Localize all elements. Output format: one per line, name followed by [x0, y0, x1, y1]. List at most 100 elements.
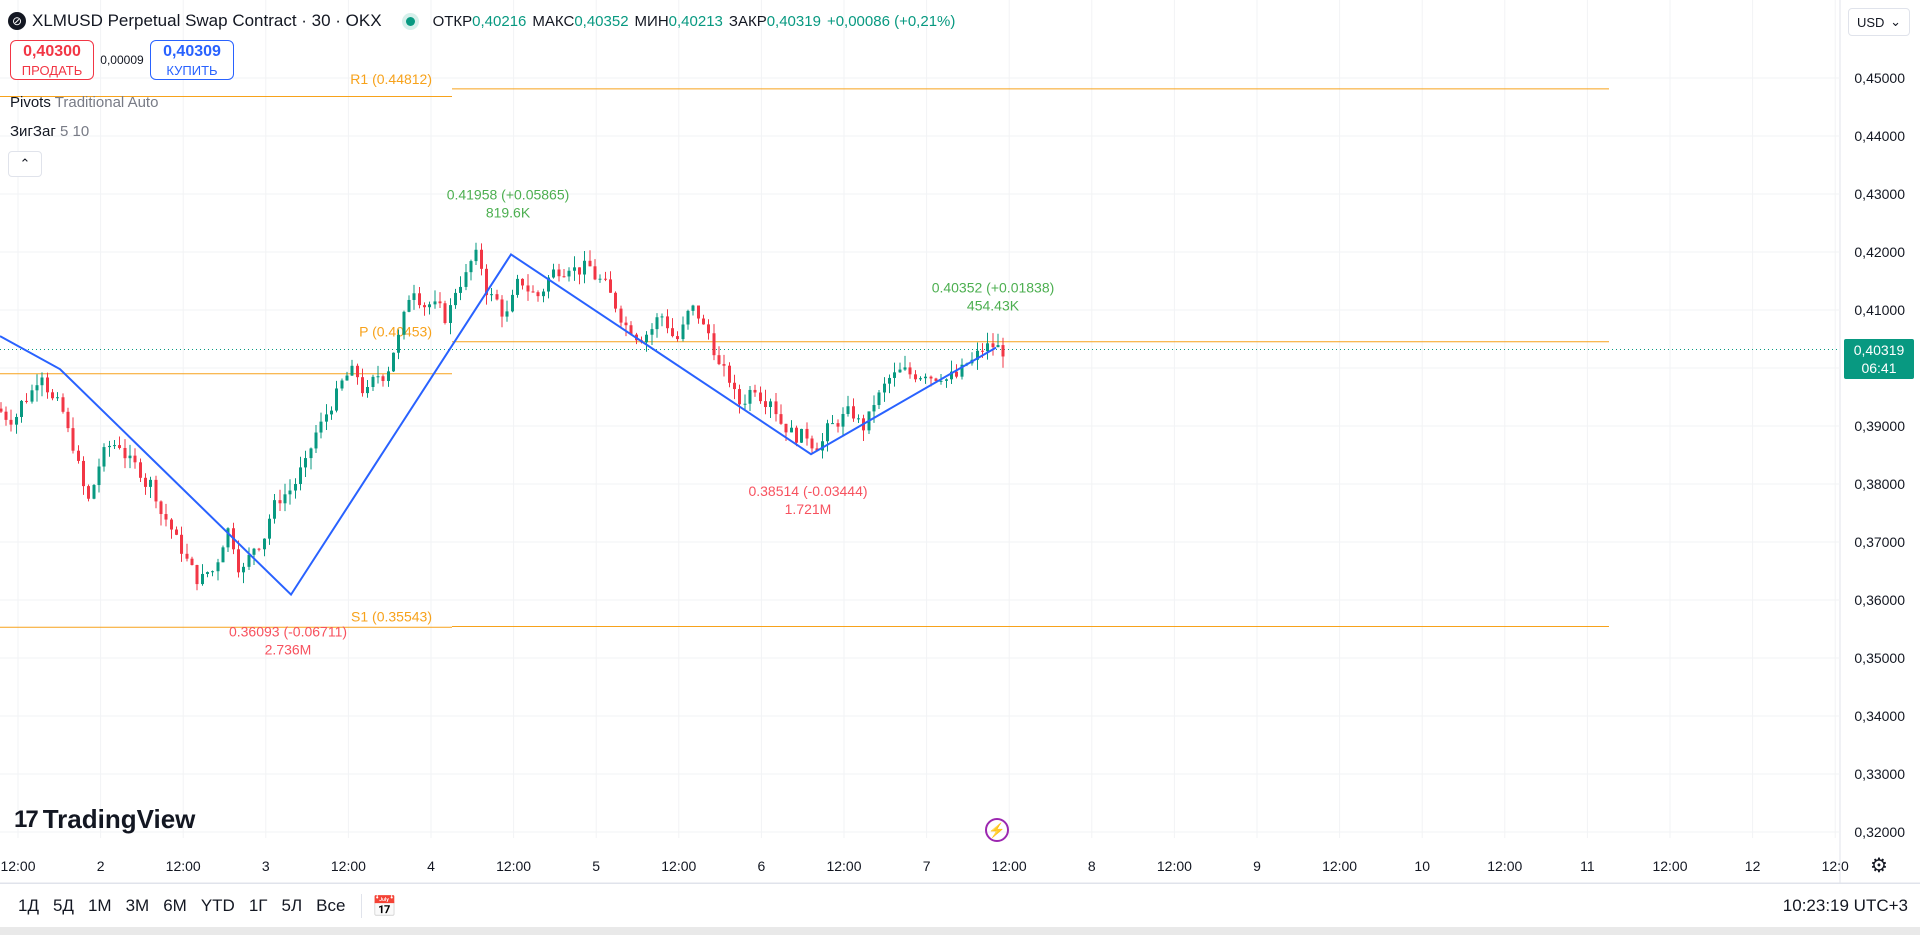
candle-body: [149, 479, 152, 487]
candle-body: [87, 486, 90, 499]
candle-body: [914, 374, 917, 380]
sell-label: ПРОДАТЬ: [21, 62, 83, 78]
candle-body: [268, 518, 271, 539]
zigzag-label-price: 0.40352 (+0.01838): [932, 280, 1055, 296]
range-ytd-button[interactable]: YTD: [200, 896, 235, 915]
candle-body: [666, 316, 669, 329]
range-6m-button[interactable]: 6М: [163, 896, 187, 915]
buy-button[interactable]: 0,40309 КУПИТЬ: [150, 40, 234, 80]
candle-body: [345, 375, 349, 381]
candle-body: [650, 329, 654, 335]
spread-value: 0,00009: [100, 53, 144, 67]
candle-body: [366, 387, 369, 394]
candle-body: [449, 305, 452, 324]
candle-body: [309, 448, 313, 459]
bar-countdown: 06:41: [1861, 360, 1897, 376]
buy-label: КУПИТЬ: [166, 62, 218, 78]
candle-body: [898, 369, 902, 373]
candle-body: [314, 432, 318, 449]
currency-select[interactable]: USD ⌄: [1848, 8, 1910, 36]
x-tick-label: 12:00: [166, 858, 201, 874]
range-5d-button[interactable]: 5Д: [52, 896, 74, 915]
candle-body: [939, 380, 943, 382]
candle-body: [175, 529, 178, 535]
candle-body: [490, 294, 493, 296]
candle-body: [407, 299, 411, 312]
candle-body: [133, 455, 137, 463]
candle-body: [469, 261, 473, 273]
candle-body: [438, 301, 442, 304]
candle-body: [226, 528, 230, 548]
candle-body: [428, 304, 431, 308]
ohlc-change-value: +0,00086 (+0,21%): [826, 12, 956, 30]
range-1y-button[interactable]: 1Г: [248, 896, 268, 915]
candle-body: [779, 414, 783, 424]
zigzag-label-price: 0.36093 (-0.06711): [229, 624, 347, 640]
pivots-params: Traditional Auto: [54, 94, 159, 111]
x-tick-label: 5: [592, 858, 600, 874]
sell-button[interactable]: 0,40300 ПРОДАТЬ: [10, 40, 94, 80]
pivots-legend[interactable]: Pivots Traditional Auto: [10, 94, 158, 111]
candle-body: [738, 389, 741, 405]
candle-body: [71, 428, 75, 451]
range-3m-button[interactable]: 3М: [125, 896, 150, 915]
candle-body: [728, 365, 731, 383]
range-all-button[interactable]: Все: [316, 896, 346, 915]
candle-body: [790, 427, 793, 433]
candle-body: [681, 324, 685, 340]
candle-body: [376, 376, 380, 378]
clock[interactable]: 10:23:19 UTC+3: [1782, 896, 1908, 915]
ohlc-high-value: 0,40352: [574, 12, 629, 30]
candle-body: [609, 279, 612, 293]
candle-body: [485, 268, 488, 296]
candle-body: [397, 334, 400, 353]
x-tick-label: 12:00: [1157, 858, 1192, 874]
candle-body: [955, 371, 958, 377]
collapse-legend-button[interactable]: ⌃: [8, 151, 42, 177]
candle-body: [908, 367, 912, 375]
candle-body: [733, 382, 736, 390]
candle-body: [118, 445, 121, 448]
range-5y-button[interactable]: 5Л: [281, 896, 303, 915]
candle-body: [821, 441, 824, 451]
gear-icon[interactable]: ⚙: [1870, 855, 1888, 877]
y-tick-label: 0,43000: [1854, 186, 1905, 202]
y-tick-label: 0,38000: [1854, 476, 1905, 492]
calendar-goto-icon[interactable]: 📅: [372, 895, 398, 918]
candle-body: [402, 311, 406, 335]
candle-body: [629, 325, 633, 335]
candle-body: [164, 514, 168, 520]
candle-body: [516, 278, 519, 295]
zigzag-label-price: 0.41958 (+0.05865): [447, 186, 570, 202]
lightning-icon[interactable]: ⚡: [985, 818, 1009, 842]
zigzag-legend[interactable]: ЗигЗаг 5 10: [10, 123, 89, 140]
chart-area[interactable]: 0,450000,440000,430000,420000,410000,400…: [0, 0, 1920, 883]
candle-body: [573, 267, 576, 271]
price-chart[interactable]: 0,450000,440000,430000,420000,410000,400…: [0, 0, 1920, 883]
zigzag-label-price: 0.38514 (-0.03444): [748, 483, 867, 499]
candle-body: [61, 397, 65, 412]
candle-body: [263, 538, 266, 550]
candle-body: [433, 301, 437, 305]
market-status-icon[interactable]: [405, 16, 415, 26]
page-scrollbar[interactable]: [0, 927, 1920, 935]
candle-body: [960, 364, 964, 377]
candle-body: [536, 292, 540, 297]
candle-body: [893, 372, 896, 378]
zigzag-line: [0, 253, 997, 597]
candle-body: [919, 378, 922, 380]
candle-body: [712, 333, 716, 356]
candle-body: [113, 445, 116, 447]
candle-body: [97, 466, 101, 486]
y-tick-label: 0,41000: [1854, 302, 1905, 318]
candle-body: [330, 410, 333, 415]
range-1d-button[interactable]: 1Д: [18, 896, 39, 915]
tradingview-logo[interactable]: 17 TradingView: [14, 804, 195, 835]
candle-body: [412, 293, 416, 300]
candle-body: [619, 308, 623, 323]
candle-body: [655, 317, 659, 330]
candle-body: [547, 277, 550, 292]
symbol-title[interactable]: XLMUSD Perpetual Swap Contract · 30 · OK…: [32, 11, 382, 30]
zigzag-label-volume: 454.43K: [967, 298, 1020, 314]
range-1m-button[interactable]: 1М: [87, 896, 112, 915]
